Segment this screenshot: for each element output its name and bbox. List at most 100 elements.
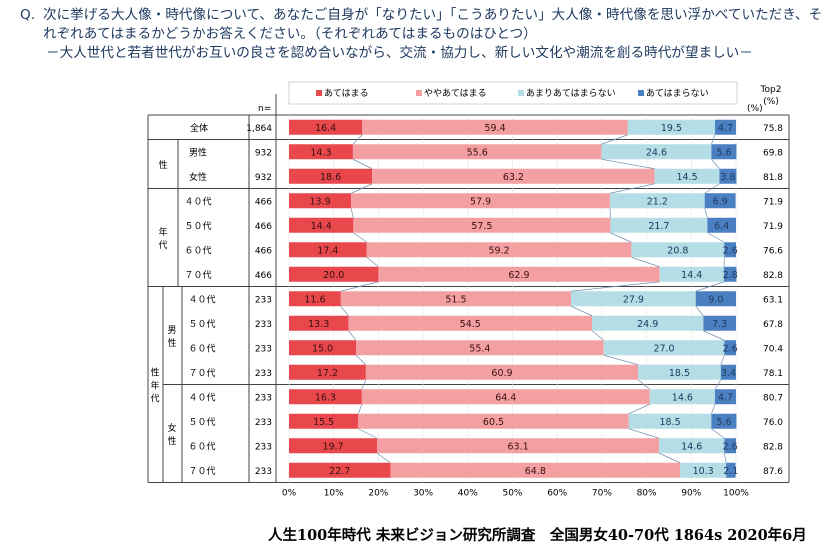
connector-line xyxy=(571,281,660,292)
question-line-3: －大人世代と若者世代がお互いの良さを認め合いながら、交流・協力し、新しい文化や潮… xyxy=(46,45,753,61)
group-label-female: 性 xyxy=(167,435,176,447)
survey-source-footer: 人生100年時代 未来ビジョン研究所調査 全国男女40-70代 1864s 20… xyxy=(268,527,807,544)
row-n-value: 233 xyxy=(255,295,272,305)
bar-value-label: 63.1 xyxy=(508,441,529,452)
bar-segment xyxy=(289,242,367,258)
bar-value-label: 62.9 xyxy=(508,270,529,281)
bar-value-label: 17.4 xyxy=(317,245,338,256)
bar-value-label: 2.1 xyxy=(723,466,738,477)
bar-value-label: 14.5 xyxy=(676,172,697,183)
row-label: 女性 xyxy=(189,171,207,183)
bar-value-label: 22.7 xyxy=(329,466,350,477)
row-top2-value: 87.6 xyxy=(763,467,783,477)
bar-value-label: 57.9 xyxy=(470,196,491,207)
row-top2-value: 76.0 xyxy=(763,418,783,428)
bar-value-label: 27.9 xyxy=(623,294,644,305)
connector-line xyxy=(603,354,639,366)
bar-value-label: 14.4 xyxy=(311,221,332,232)
row-label: ６０代 xyxy=(188,441,215,452)
group-label-gender: 性 xyxy=(158,159,167,171)
connector-line xyxy=(355,354,367,366)
connector-line xyxy=(704,208,708,218)
bar-value-label: 17.2 xyxy=(317,368,338,379)
connector-line xyxy=(353,232,367,243)
row-n-value: 233 xyxy=(255,442,272,452)
connector-line xyxy=(357,404,363,414)
bar-segment xyxy=(390,462,681,478)
x-tick-label: 60% xyxy=(547,489,567,499)
row-label: ４０代 xyxy=(184,196,211,207)
bar-segment xyxy=(695,291,736,307)
bar-segment xyxy=(601,144,712,160)
bar-value-label: 3.8 xyxy=(720,172,735,183)
connector-line xyxy=(610,232,632,243)
bar-value-label: 16.3 xyxy=(315,392,336,403)
bar-segment xyxy=(724,340,736,356)
bar-value-label: 60.9 xyxy=(491,368,512,379)
connector-line xyxy=(376,452,391,464)
bar-segment xyxy=(289,193,352,209)
bar-segment xyxy=(358,413,629,429)
bar-segment xyxy=(609,193,705,209)
x-tick-label: 30% xyxy=(413,489,433,499)
row-n-value: 466 xyxy=(255,197,272,207)
bar-segment xyxy=(711,144,737,160)
connector-line xyxy=(711,159,720,169)
row-n-value: 466 xyxy=(255,222,272,232)
row-n-value: 932 xyxy=(255,148,272,158)
row-label: 男性 xyxy=(189,146,207,158)
row-label: 全体 xyxy=(190,122,208,134)
bar-segment xyxy=(704,193,736,209)
row-label: ７０代 xyxy=(184,270,211,281)
bar-value-label: 18.5 xyxy=(669,368,690,379)
bar-value-label: 2.6 xyxy=(723,245,738,256)
bar-value-label: 2.6 xyxy=(723,343,738,354)
bar-segment xyxy=(680,462,727,478)
n-header: n= xyxy=(258,104,271,114)
connector-line xyxy=(591,330,604,341)
row-n-value: 233 xyxy=(255,320,272,330)
bar-segment xyxy=(289,315,349,331)
bar-value-label: 24.6 xyxy=(646,147,667,158)
x-tick-label: 0% xyxy=(282,489,297,499)
bar-value-label: 24.9 xyxy=(637,319,658,330)
row-n-value: 932 xyxy=(255,173,272,183)
bar-segment xyxy=(289,462,391,478)
legend-label: あてはまらない xyxy=(646,88,709,99)
bar-segment xyxy=(654,168,720,184)
legend-label: あまりあてはまらない xyxy=(526,88,616,99)
connector-line xyxy=(352,158,373,170)
unit-label: (%) xyxy=(747,104,763,114)
connector-line xyxy=(714,379,722,390)
bar-segment xyxy=(724,438,736,454)
connector-line xyxy=(711,404,716,414)
bar-segment xyxy=(628,413,712,429)
bar-value-label: 6.9 xyxy=(713,196,728,207)
bar-value-label: 18.5 xyxy=(659,417,680,428)
connector-line xyxy=(631,256,660,268)
bar-segment xyxy=(289,438,378,454)
bar-segment xyxy=(649,389,715,405)
connector-line xyxy=(711,134,716,145)
bar-value-label: 16.4 xyxy=(315,123,336,134)
x-tick-label: 80% xyxy=(637,489,657,499)
connector-line xyxy=(703,330,725,341)
row-label: ６０代 xyxy=(188,343,215,354)
bar-segment xyxy=(353,217,611,233)
bar-segment xyxy=(719,168,737,184)
connector-line xyxy=(348,330,357,341)
bar-segment xyxy=(289,389,362,405)
connector-line xyxy=(695,281,725,292)
bar-value-label: 21.2 xyxy=(647,196,668,207)
bar-segment xyxy=(361,389,650,405)
bar-segment xyxy=(707,217,736,233)
connector-line xyxy=(340,306,349,316)
row-top2-value: 69.8 xyxy=(763,148,783,158)
row-label: ５０代 xyxy=(188,319,215,330)
bar-value-label: 9.0 xyxy=(708,294,723,305)
bar-value-label: 5.6 xyxy=(716,147,731,158)
x-tick-label: 50% xyxy=(502,489,522,499)
group-label-male: 性 xyxy=(167,337,176,349)
connector-line xyxy=(361,379,367,390)
bar-segment xyxy=(631,242,725,258)
